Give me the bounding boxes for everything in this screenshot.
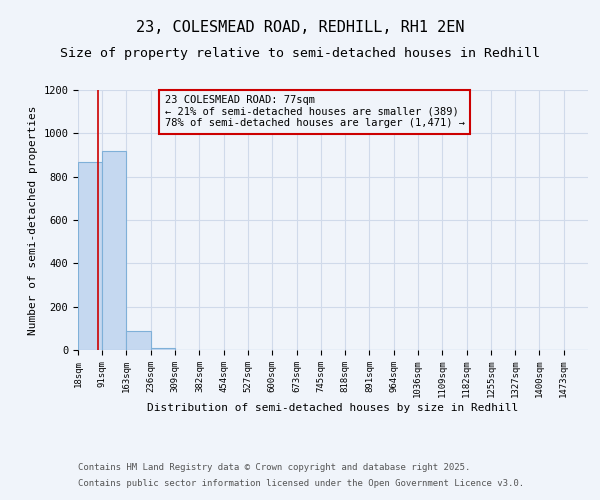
Text: Contains HM Land Registry data © Crown copyright and database right 2025.: Contains HM Land Registry data © Crown c… [78,464,470,472]
Text: 23 COLESMEAD ROAD: 77sqm
← 21% of semi-detached houses are smaller (389)
78% of : 23 COLESMEAD ROAD: 77sqm ← 21% of semi-d… [164,95,465,128]
Y-axis label: Number of semi-detached properties: Number of semi-detached properties [28,106,38,335]
Text: Size of property relative to semi-detached houses in Redhill: Size of property relative to semi-detach… [60,48,540,60]
X-axis label: Distribution of semi-detached houses by size in Redhill: Distribution of semi-detached houses by … [148,403,518,413]
Bar [151,348,175,350]
Bar [78,162,103,350]
Bar [127,330,151,350]
Text: Contains public sector information licensed under the Open Government Licence v3: Contains public sector information licen… [78,478,524,488]
Bar [103,150,127,350]
Text: 23, COLESMEAD ROAD, REDHILL, RH1 2EN: 23, COLESMEAD ROAD, REDHILL, RH1 2EN [136,20,464,35]
